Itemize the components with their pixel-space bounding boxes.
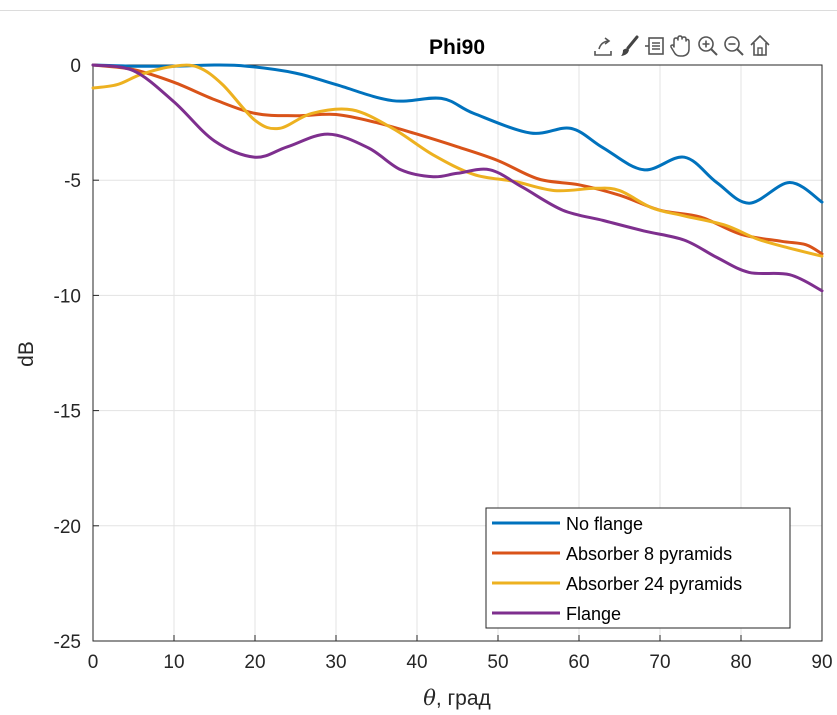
chart-title: Phi90 [429,36,485,59]
pan-icon[interactable] [671,36,689,56]
x-tick-label: 0 [88,652,99,673]
y-tick-label: -5 [64,171,81,192]
y-tick-label: -10 [54,286,81,307]
y-axis: 0 -5 -10 -15 -20 -25 [54,56,99,653]
series-line [93,65,822,254]
legend-item-label: Flange [566,604,621,624]
x-tick-label: 40 [406,652,427,673]
x-tick-label: 80 [730,652,751,673]
x-axis-title: θ, град [423,686,491,710]
zoom-out-icon[interactable] [725,37,743,55]
x-tick-label: 90 [811,652,832,673]
x-tick-label: 30 [325,652,346,673]
y-tick-label: -20 [54,517,81,538]
x-tick-label: 60 [568,652,589,673]
x-axis-symbol: θ [423,686,436,710]
x-tick-label: 20 [244,652,265,673]
brush-icon[interactable] [621,37,637,56]
legend-item-label: No flange [566,514,643,534]
home-icon[interactable] [751,36,769,55]
series-line [93,65,822,203]
x-tick-label: 50 [487,652,508,673]
y-tick-label: -25 [54,632,81,653]
y-tick-label: -15 [54,402,81,423]
x-axis-unit: , град [436,687,491,710]
series-lines [93,65,822,291]
data-tips-icon[interactable] [645,38,663,54]
legend-item-label: Absorber 8 pyramids [566,544,732,564]
y-axis-title: dB [15,341,38,367]
y-tick-label: 0 [70,56,81,77]
zoom-in-icon[interactable] [699,37,717,55]
axes-toolbar [595,36,769,56]
legend-item-label: Absorber 24 pyramids [566,574,742,594]
x-tick-label: 70 [649,652,670,673]
legend[interactable]: No flange Absorber 8 pyramids Absorber 24 … [486,508,790,628]
x-tick-label: 10 [163,652,184,673]
export-icon[interactable] [595,38,611,55]
